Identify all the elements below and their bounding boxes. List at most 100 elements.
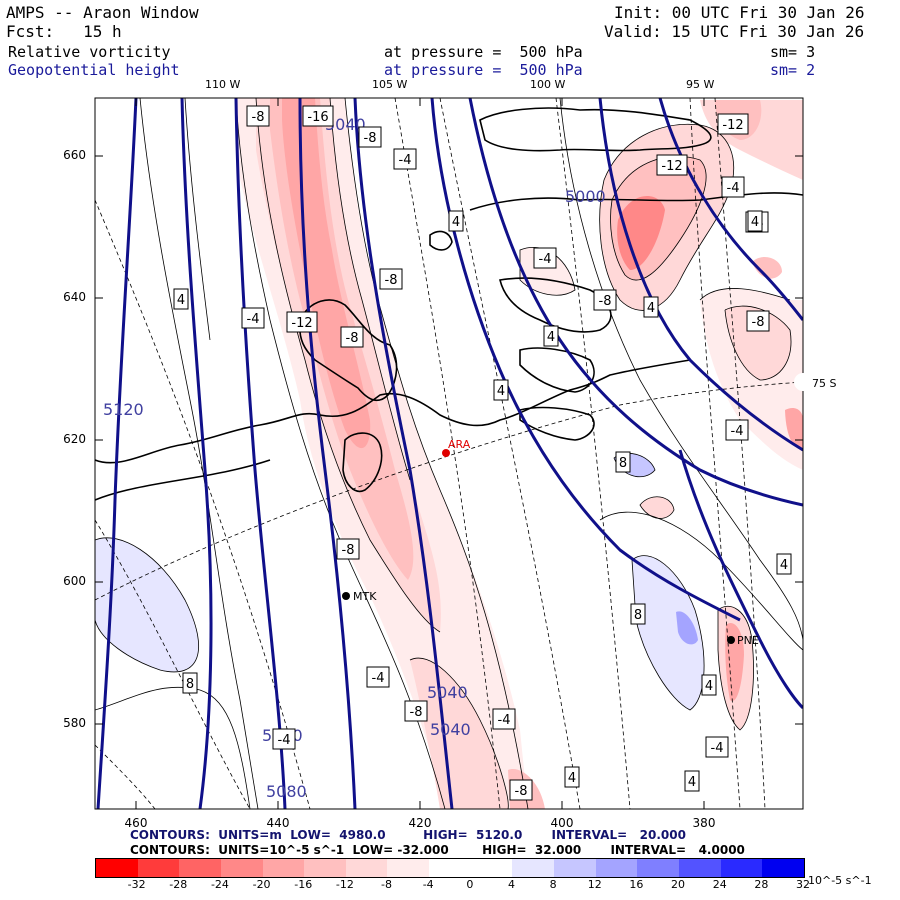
x-tick-440: 440 (266, 816, 290, 830)
vorticity-shading (95, 98, 803, 809)
lat-label-75s: 75 S (794, 373, 836, 391)
vorticity-label: -8 (509, 779, 533, 801)
plot-frame (94, 97, 804, 810)
svg-text:4: 4 (547, 330, 555, 345)
svg-text:MTK: MTK (353, 590, 377, 603)
y-tick-640: 640 (63, 290, 86, 304)
colorbar-swatch (512, 859, 555, 877)
svg-text:PNE: PNE (737, 634, 759, 647)
x-tick-420: 420 (408, 816, 432, 830)
vorticity-label: 8 (615, 451, 631, 473)
field1-smoothing: sm= 3 (770, 43, 816, 61)
svg-text:-8: -8 (346, 331, 359, 346)
vorticity-label: -4 (725, 419, 749, 441)
svg-text:4: 4 (568, 771, 576, 786)
init-time: Init: 00 UTC Fri 30 Jan 26 (614, 3, 865, 22)
vorticity-label: 4 (684, 770, 700, 792)
svg-text:-8: -8 (252, 110, 265, 125)
vorticity-label: -8 (404, 700, 428, 722)
svg-text:-4: -4 (247, 312, 260, 327)
station-mtk: MTK (342, 590, 377, 603)
vorticity-labels: -8 -16-8-44-8-4 -12-8-444-12-12-4-4-84-8-4… (173, 105, 792, 801)
svg-text:5040: 5040 (427, 683, 468, 702)
svg-text:-4: -4 (399, 153, 412, 168)
svg-text:4: 4 (177, 293, 185, 308)
svg-text:-8: -8 (385, 273, 398, 288)
colorbar-swatch (220, 859, 263, 877)
vorticity-label: -4 (393, 148, 417, 170)
svg-text:8: 8 (619, 456, 627, 471)
svg-text:4: 4 (780, 558, 788, 573)
colorbar-swatch (262, 859, 305, 877)
vorticity-label: -8 (340, 326, 364, 348)
svg-text:4: 4 (452, 215, 460, 230)
colorbar-label: -24 (210, 878, 229, 891)
colorbar-label: 8 (549, 878, 557, 891)
station-pne: PNE (727, 634, 759, 647)
vorticity-label: -4 (492, 708, 516, 730)
svg-text:-8: -8 (515, 784, 528, 799)
field2-pressure: at pressure = 500 hPa (384, 61, 583, 79)
colorbar-label: 24 (712, 878, 727, 891)
colorbar-swatch (304, 859, 346, 877)
colorbar-swatch (678, 859, 721, 877)
colorbar-swatch (554, 859, 596, 877)
svg-text:-4: -4 (751, 216, 764, 231)
y-tick-580: 580 (63, 716, 86, 730)
lon-label-100w: 100 W (530, 78, 566, 91)
svg-text:-4: -4 (539, 252, 552, 267)
svg-text:-4: -4 (711, 741, 724, 756)
svg-text:8: 8 (634, 608, 642, 623)
svg-text:5000: 5000 (565, 187, 606, 206)
colorbar-label: -8 (381, 878, 392, 891)
colorbar-swatch (637, 859, 679, 877)
x-tick-400: 400 (550, 816, 574, 830)
x-tick-380: 380 (692, 816, 716, 830)
station-ara: ARA (442, 438, 471, 457)
svg-text:-8: -8 (342, 543, 355, 558)
vorticity-contours (95, 98, 803, 809)
svg-text:-12: -12 (661, 159, 682, 174)
svg-text:-4: -4 (278, 733, 291, 748)
colorbar-label: 16 (629, 878, 644, 891)
colorbar-label: 4 (507, 878, 515, 891)
svg-text:5080: 5080 (262, 726, 303, 745)
svg-text:ARA: ARA (448, 438, 471, 451)
svg-text:-8: -8 (364, 131, 377, 146)
vorticity-label: -4 (721, 176, 745, 198)
vorticity-label: 8 (182, 672, 198, 694)
vorticity-label: -4 (272, 728, 296, 750)
colorbar-label: 28 (754, 878, 769, 891)
height-labels: 5040 5000 5120 5040 5040 5080 5080 (103, 115, 606, 801)
svg-text:5120: 5120 (103, 400, 144, 419)
vorticity-label: 4 (643, 296, 659, 318)
svg-text:5040: 5040 (430, 720, 471, 739)
vorticity-label: -8 (593, 289, 617, 311)
vorticity-label: -16 (302, 105, 334, 127)
height-contours (96, 98, 803, 809)
y-tick-660: 660 (63, 148, 86, 162)
vorticity-label: -4 (745, 211, 769, 233)
vorticity-label: -12 (656, 154, 688, 176)
colorbar-swatch (179, 859, 221, 877)
colorbar-swatch (96, 859, 138, 877)
vorticity-label: -12 (717, 113, 749, 135)
height-contour-info: CONTOURS: UNITS=m LOW= 4980.0 HIGH= 5120… (130, 828, 686, 842)
colorbar-swatch (470, 859, 513, 877)
colorbar-label: -12 (335, 878, 354, 891)
svg-text:4: 4 (647, 301, 655, 316)
svg-text:8: 8 (186, 677, 194, 692)
vorticity-label: -4 (705, 736, 729, 758)
svg-text:4: 4 (751, 215, 759, 230)
vorticity-label: -8 (379, 268, 403, 290)
vorticity-label: -8 (336, 538, 360, 560)
svg-text:4: 4 (705, 679, 713, 694)
model-title: AMPS -- Araon Window (6, 3, 199, 22)
vorticity-label: 4 (173, 288, 189, 310)
svg-text:-16: -16 (307, 110, 328, 125)
svg-text:-8: -8 (599, 294, 612, 309)
vorticity-label: -4 (533, 247, 557, 269)
colorbar-swatch (137, 859, 180, 877)
colorbar-swatch (387, 859, 430, 877)
svg-text:-4: -4 (498, 713, 511, 728)
